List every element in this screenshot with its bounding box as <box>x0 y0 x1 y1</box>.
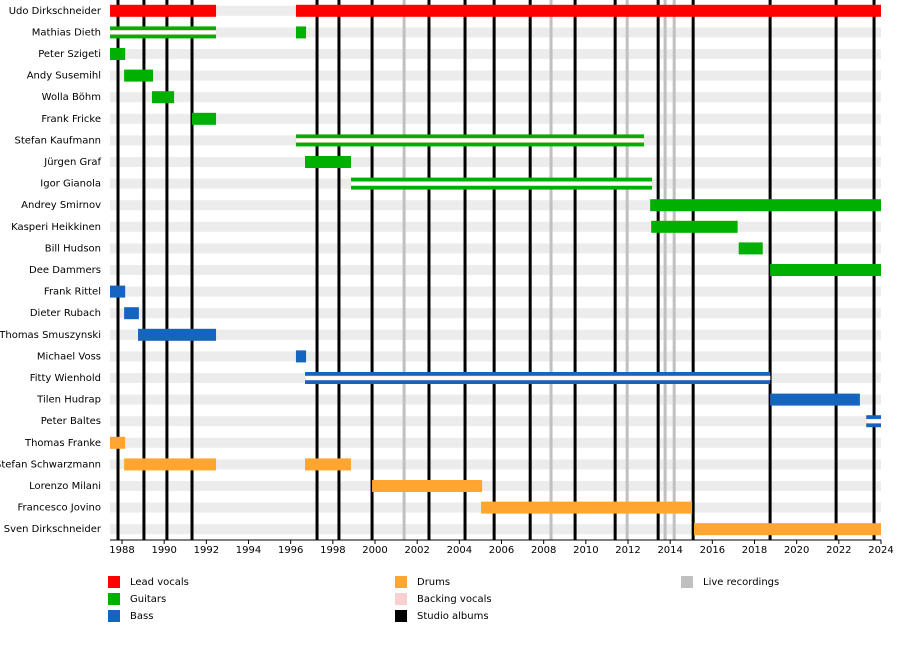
legend-label: Live recordings <box>703 577 779 588</box>
member-bar <box>770 393 860 406</box>
member-name: Sven Dirkschneider <box>4 524 102 535</box>
member-bar <box>110 285 126 298</box>
member-bar <box>481 501 693 514</box>
member-bar <box>110 4 217 17</box>
member-name: Francesco Jovino <box>18 503 101 514</box>
member-bar <box>650 199 881 212</box>
member-name: Kasperi Heikkinen <box>11 222 101 233</box>
legend-swatch <box>681 576 693 588</box>
member-bar <box>305 156 351 168</box>
legend-swatch <box>395 610 407 622</box>
member-name: Udo Dirkschneider <box>9 6 102 17</box>
member-bar <box>738 242 763 255</box>
member-bar <box>124 458 217 471</box>
member-name: Stefan Schwarzmann <box>0 459 101 470</box>
member-name: Fitty Wienhold <box>30 373 101 384</box>
member-name: Bill Hudson <box>45 243 101 254</box>
member-bar <box>372 480 483 492</box>
member-bar <box>295 350 307 363</box>
member-bar <box>295 26 307 39</box>
member-bar-secondary <box>350 181 653 186</box>
x-tick-label: 2008 <box>531 545 556 556</box>
x-tick-label: 1994 <box>236 545 261 556</box>
x-tick-label: 2014 <box>657 545 682 556</box>
member-bar <box>770 264 881 276</box>
legend-swatch <box>395 576 407 588</box>
legend-label: Drums <box>417 577 450 588</box>
member-name: Igor Gianola <box>40 179 101 190</box>
member-bar <box>693 523 881 536</box>
member-bar <box>124 69 154 82</box>
member-bar <box>110 48 126 60</box>
x-tick-label: 1988 <box>109 545 134 556</box>
legend-swatch <box>108 593 120 605</box>
member-name: Dieter Rubach <box>30 308 101 319</box>
member-bar <box>295 4 881 17</box>
member-bar <box>151 91 175 104</box>
member-bar <box>124 307 139 320</box>
legend-label: Backing vocals <box>417 594 492 605</box>
member-bar <box>138 328 217 341</box>
member-name: Dee Dammers <box>29 265 101 276</box>
legend-swatch <box>108 576 120 588</box>
legend-label: Guitars <box>130 594 166 605</box>
x-tick-label: 2000 <box>362 545 387 556</box>
x-tick-label: 2002 <box>404 545 429 556</box>
x-tick-label: 2010 <box>573 545 598 556</box>
member-name: Tilen Hudrap <box>36 395 101 406</box>
member-name: Lorenzo Milani <box>29 481 101 492</box>
member-bar-secondary <box>295 138 645 143</box>
member-name: Stefan Kaufmann <box>15 135 102 146</box>
member-name: Andrey Smirnov <box>21 200 101 211</box>
legend-label: Bass <box>130 611 153 622</box>
x-tick-label: 1990 <box>151 545 176 556</box>
x-tick-label: 2006 <box>489 545 514 556</box>
member-name: Andy Susemihl <box>27 71 101 82</box>
x-tick-label: 1996 <box>278 545 303 556</box>
x-tick-label: 2016 <box>700 545 725 556</box>
member-name: Thomas Franke <box>24 438 101 449</box>
legend-label: Lead vocals <box>130 577 189 588</box>
member-bar <box>192 112 217 125</box>
x-tick-label: 2018 <box>742 545 767 556</box>
x-tick-label: 2020 <box>784 545 809 556</box>
member-bar-secondary <box>865 418 882 424</box>
member-bar <box>651 220 738 233</box>
member-name: Michael Voss <box>37 351 101 362</box>
member-name: Wolla Böhm <box>42 92 101 103</box>
legend-label: Studio albums <box>417 611 489 622</box>
member-name: Jürgen Graf <box>43 157 101 168</box>
x-tick-label: 2012 <box>615 545 640 556</box>
member-name: Frank Fricke <box>41 114 101 125</box>
member-name: Peter Baltes <box>41 416 101 427</box>
x-tick-label: 1992 <box>194 545 219 556</box>
legend-swatch <box>108 610 120 622</box>
member-bar-secondary <box>109 30 217 35</box>
member-bar-secondary <box>304 375 771 381</box>
member-name: Mathias Dieth <box>32 27 101 38</box>
member-name: Peter Szigeti <box>38 49 101 60</box>
x-tick-label: 2004 <box>447 545 472 556</box>
member-name: Thomas Smuszynski <box>0 330 101 341</box>
member-bar <box>305 458 351 471</box>
x-tick-label: 2024 <box>868 545 893 556</box>
x-tick-label: 2022 <box>826 545 851 556</box>
legend-swatch <box>395 593 407 605</box>
x-tick-label: 1998 <box>320 545 345 556</box>
member-name: Frank Rittel <box>44 287 101 298</box>
member-bar <box>110 436 126 449</box>
